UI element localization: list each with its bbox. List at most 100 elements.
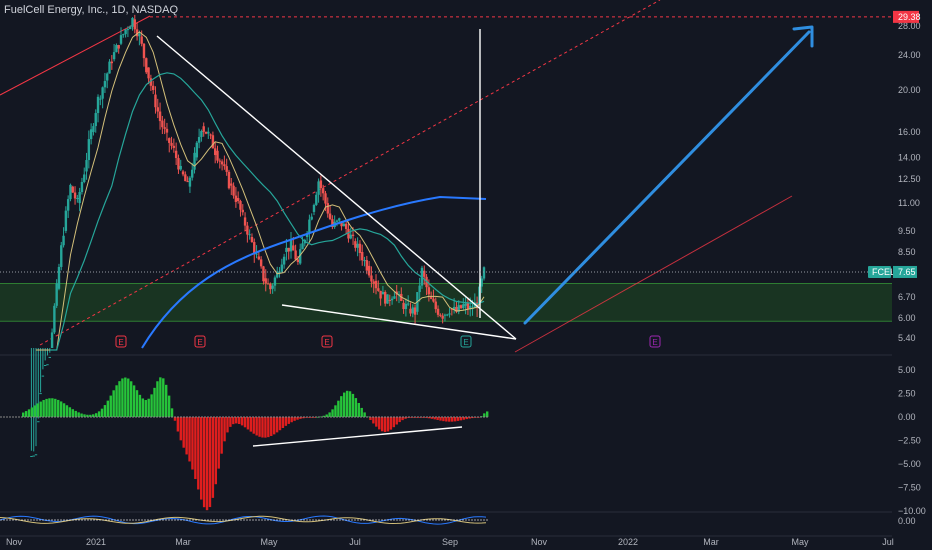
histogram-bar: [167, 395, 171, 417]
time-axis-tick-label: 2022: [618, 537, 638, 547]
histogram-bar: [121, 378, 124, 417]
candle-body: [466, 303, 470, 310]
candle-body: [37, 421, 40, 423]
candle-body: [62, 235, 65, 246]
candle-body: [112, 52, 116, 60]
histogram-bar: [436, 417, 439, 420]
price-axis-tick-label: 12.50: [898, 174, 921, 184]
earnings-badge: [460, 335, 472, 348]
candle-body: [321, 188, 325, 194]
histogram-bar: [170, 408, 174, 417]
time-axis-tick-label: Jul: [349, 537, 361, 547]
candle-body: [145, 58, 148, 73]
sma-mid-line: [49, 72, 485, 351]
histogram-bar: [360, 407, 363, 417]
histogram-bar: [255, 417, 258, 436]
candle-body: [200, 131, 203, 138]
candle-body: [269, 283, 272, 290]
candle-body: [264, 278, 267, 284]
candle-body: [43, 364, 47, 366]
candle-body: [197, 137, 201, 143]
histogram-bar: [74, 410, 77, 417]
candle-body: [181, 171, 185, 175]
histogram-bar: [138, 394, 142, 417]
histogram-bar: [267, 417, 270, 438]
candle-body: [312, 204, 316, 212]
price-axis-tick-label: 6.70: [898, 292, 916, 302]
histogram-bar: [445, 417, 448, 422]
histogram-bar: [389, 417, 393, 430]
candle-body: [406, 303, 410, 305]
candle-body: [257, 256, 261, 260]
projection-arrowhead: [792, 25, 814, 48]
candle-body: [195, 142, 199, 158]
candle-body: [204, 131, 208, 134]
candle-body: [457, 305, 460, 312]
histogram-bar: [483, 413, 486, 417]
histogram-bar: [401, 417, 404, 421]
histogram-bar: [118, 381, 121, 417]
histogram-bar: [325, 414, 328, 417]
candle-body: [429, 297, 433, 299]
histogram-bar: [57, 399, 60, 417]
candle-body: [342, 223, 346, 227]
histogram-bar: [220, 417, 223, 454]
candle-body: [381, 292, 385, 295]
candle-body: [452, 306, 456, 310]
candle-body: [156, 107, 159, 112]
candle-body: [186, 181, 189, 183]
histogram-bar: [33, 405, 37, 417]
candle-body: [223, 164, 226, 167]
candle-body: [266, 283, 270, 285]
candle-body: [305, 233, 309, 237]
histogram-bar: [153, 387, 156, 417]
histogram-bar: [380, 417, 384, 432]
histogram-bar: [404, 417, 407, 419]
histogram-bar: [51, 398, 54, 417]
candle-body: [239, 200, 242, 210]
candle-body: [287, 247, 290, 252]
price-axis-tick-label: 14.00: [898, 152, 921, 162]
histogram-bar: [462, 417, 466, 420]
candle-body: [480, 278, 483, 287]
candle-body: [363, 260, 366, 262]
candle-body: [214, 148, 217, 156]
candle-body: [191, 169, 194, 178]
candle-body: [168, 138, 171, 143]
candle-body: [434, 301, 437, 310]
candle-body: [211, 135, 215, 149]
histogram-bar: [30, 407, 34, 417]
histogram-bar: [185, 417, 188, 455]
histogram-bar: [261, 417, 264, 438]
candle-body: [241, 209, 244, 213]
candle-body: [188, 177, 192, 187]
histogram-bar: [86, 414, 89, 417]
candle-body: [158, 111, 162, 122]
candle-body: [99, 98, 102, 100]
candle-body: [184, 174, 187, 182]
histogram-bar: [54, 398, 57, 417]
histogram-bar: [427, 417, 431, 419]
candle-body: [55, 283, 58, 306]
histogram-bar: [246, 417, 250, 430]
wedge-lower-trendline: [281, 304, 517, 340]
histogram-bar: [92, 414, 95, 417]
histogram-bar: [453, 417, 457, 422]
histogram-bar: [456, 417, 460, 421]
candle-body: [464, 303, 467, 306]
momentum-axis-tick-label: 5.00: [898, 365, 916, 375]
histogram-bar: [287, 417, 290, 424]
target-price-tag: [893, 10, 919, 23]
histogram-bar: [205, 417, 209, 511]
histogram-bar: [156, 381, 159, 417]
candle-body: [115, 45, 118, 53]
histogram-bar: [398, 417, 401, 423]
candle-body: [367, 265, 371, 276]
candle-body: [135, 29, 139, 37]
histogram-bar: [124, 377, 127, 417]
histogram-bar: [200, 417, 203, 500]
histogram-bar: [284, 417, 288, 426]
candle-body: [89, 129, 93, 140]
histogram-bar: [249, 417, 253, 432]
